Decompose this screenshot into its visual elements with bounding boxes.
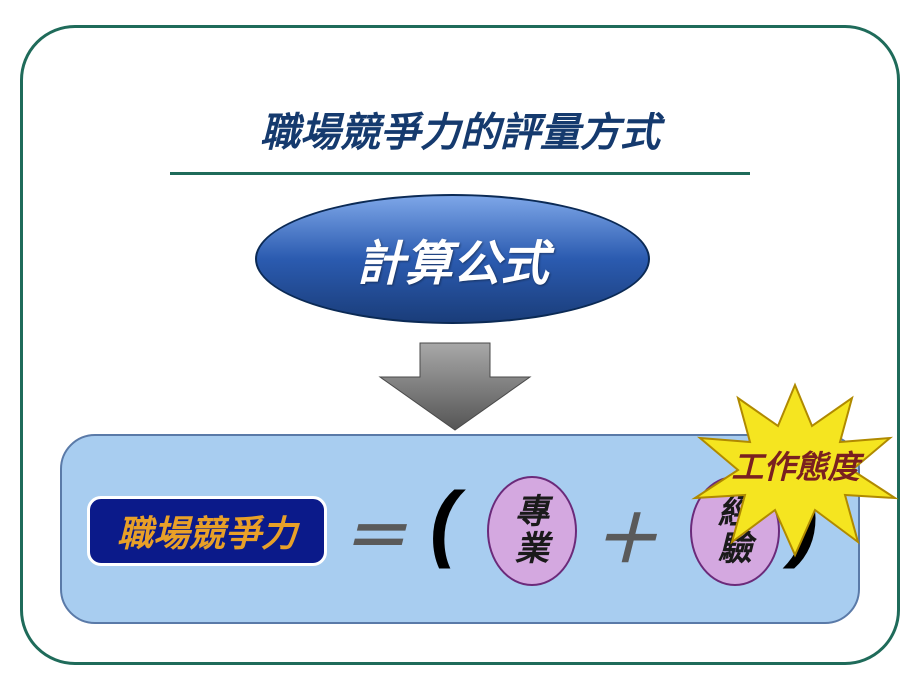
formula-ellipse-label: 計算公式 — [356, 224, 548, 294]
paren-left: ( — [430, 474, 458, 571]
factor-oval-1: 專 業 — [487, 476, 577, 586]
competence-box: 職場競爭力 — [87, 496, 327, 566]
plus-sign: ＋ — [592, 486, 658, 582]
formula-ellipse: 計算公式 — [255, 194, 650, 324]
down-arrow-icon — [370, 335, 540, 435]
factor1-line1: 專 — [515, 494, 549, 531]
star-label: 工作態度 — [718, 442, 873, 488]
factor1-line2: 業 — [515, 531, 549, 568]
title-underline — [170, 172, 750, 175]
competence-label: 職場競爭力 — [117, 505, 297, 557]
slide-title: 職場競爭力的評量方式 — [0, 100, 920, 158]
equals-sign: ＝ — [342, 486, 406, 578]
